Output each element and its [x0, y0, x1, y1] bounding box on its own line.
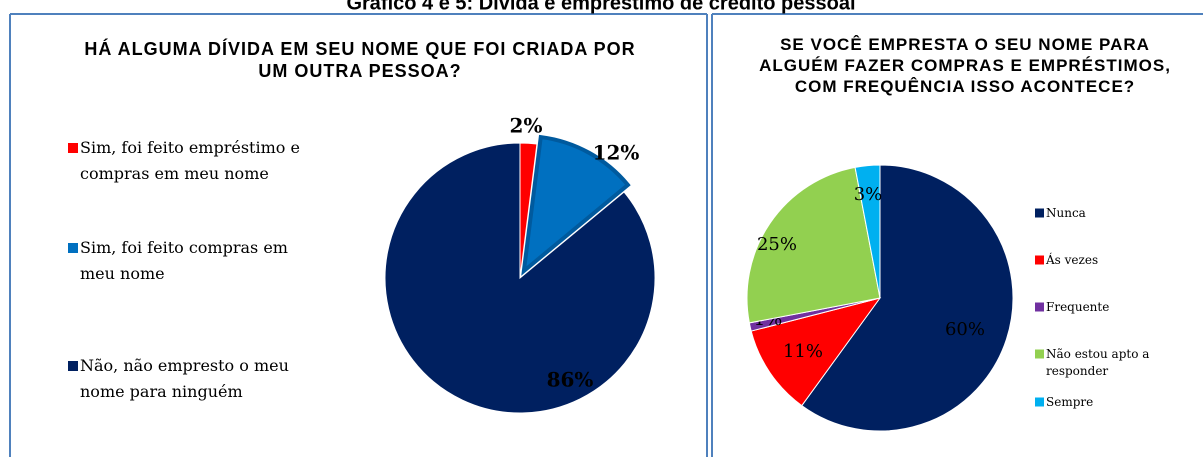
legend-swatch — [1035, 302, 1044, 312]
page-title: Gráfico 4 e 5: Dívida e empréstimo de cr… — [346, 0, 855, 14]
legend-label: Sim, foi feito empréstimo e compras em m… — [80, 138, 300, 183]
pie-slice — [750, 297, 882, 407]
legend-label: Ás vezes — [1046, 252, 1099, 267]
data-label: 2% — [510, 114, 543, 138]
data-label: 12% — [593, 141, 640, 165]
legend-swatch — [1035, 255, 1044, 265]
legend-swatch — [68, 243, 78, 253]
legend-label: Não estou apto a responder — [1046, 346, 1150, 378]
legend-label: Frequente — [1046, 299, 1110, 314]
legend-swatch — [68, 143, 78, 153]
chart-title: HÁ ALGUMA DÍVIDA EM SEU NOME QUE FOI CRI… — [84, 39, 636, 81]
pie-slice — [521, 134, 631, 276]
data-label: 25% — [757, 234, 797, 255]
legend-label: Sim, foi feito compras em meu nome — [80, 238, 288, 283]
data-label: 11% — [783, 341, 823, 362]
pie-slice — [746, 166, 881, 324]
pie-slice — [801, 164, 1014, 432]
legend-swatch — [1035, 397, 1044, 407]
pie-slice — [384, 142, 656, 414]
pie-slice — [854, 164, 881, 299]
data-label: 3% — [854, 184, 883, 205]
legend-swatch — [68, 361, 78, 371]
legend-label: Não, não empresto o meu nome para ningué… — [80, 356, 289, 401]
legend-label: Sempre — [1046, 394, 1094, 409]
data-label: 86% — [547, 368, 594, 392]
legend-swatch — [1035, 208, 1044, 218]
data-label: 60% — [945, 319, 985, 340]
chart-title: SE VOCÊ EMPRESTA O SEU NOME PARA ALGUÉM … — [759, 35, 1171, 96]
legend-label: Nunca — [1046, 205, 1086, 220]
legend-swatch — [1035, 349, 1044, 359]
